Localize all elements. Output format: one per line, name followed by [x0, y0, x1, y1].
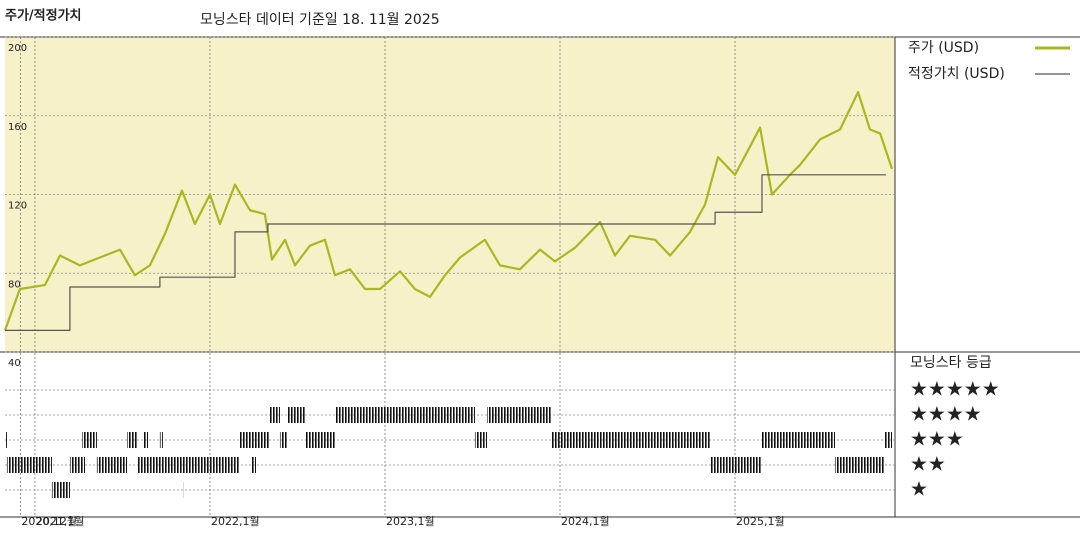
price-line	[3, 91, 894, 331]
x-tick-label: 2025,1월	[736, 515, 785, 528]
chart-title: 주가/적정가치	[5, 8, 82, 24]
chart-subtitle: 모닝스타 데이터 기준일 18. 11월 2025	[200, 12, 440, 28]
rating-label: ★	[910, 477, 928, 501]
rating-period	[487, 407, 552, 423]
rating-period	[834, 457, 886, 473]
rating-period	[551, 432, 710, 448]
fair-value-line	[5, 174, 887, 331]
legend-label: 주가 (USD)	[908, 40, 979, 56]
y-tick-label: 80	[8, 279, 21, 290]
rating-period	[885, 432, 893, 448]
x-tick-label: 2020,12월	[21, 515, 77, 528]
rating-period	[181, 482, 184, 498]
y-tick-label: 160	[8, 122, 27, 133]
x-tick-label: 2023,1월	[386, 515, 435, 528]
rating-title: 모닝스타 등급	[910, 355, 992, 371]
rating-period	[761, 432, 835, 448]
legend-label: 적정가치 (USD)	[908, 66, 1005, 82]
rating-label: ★★★★	[910, 402, 982, 426]
rating-period	[51, 482, 70, 498]
y-tick-label: 200	[8, 43, 27, 54]
rating-period	[251, 457, 256, 473]
rating-period	[709, 457, 762, 473]
rating-period	[286, 407, 305, 423]
rating-period	[239, 432, 270, 448]
rating-period	[279, 432, 287, 448]
rating-period	[82, 432, 97, 448]
rating-period	[126, 432, 137, 448]
rating-period	[136, 457, 240, 473]
rating-period	[474, 432, 488, 448]
x-tick-label: 2021,1월	[36, 515, 85, 528]
rating-label: ★★★★★	[910, 377, 1000, 401]
rating-period	[159, 432, 163, 448]
rating-period	[5, 432, 7, 448]
x-tick-label: 2022,1월	[211, 515, 260, 528]
rating-label: ★★★	[910, 427, 964, 451]
rating-period	[6, 457, 52, 473]
rating-period	[334, 407, 475, 423]
y-tick-label: 40	[8, 358, 21, 369]
rating-period	[96, 457, 127, 473]
rating-period	[69, 457, 85, 473]
rating-label: ★★	[910, 452, 946, 476]
x-tick-label: 2024,1월	[561, 515, 610, 528]
rating-period	[269, 407, 280, 423]
rating-period	[142, 432, 148, 448]
y-tick-label: 120	[8, 201, 27, 212]
rating-period	[304, 432, 335, 448]
